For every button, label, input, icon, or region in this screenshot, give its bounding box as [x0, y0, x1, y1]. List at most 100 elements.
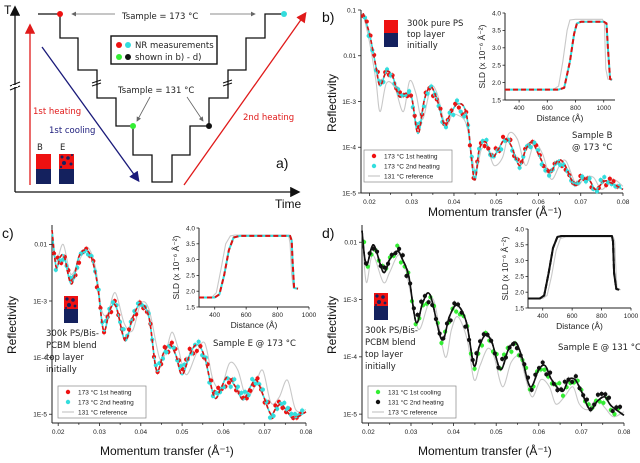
a-legend-box: NR measurements shown in b) - d) — [110, 35, 218, 65]
d-ytick-label: 1E-3 — [343, 297, 357, 304]
c-inset-xlabel: Distance (Å) — [231, 320, 278, 330]
b-data-point — [598, 177, 603, 183]
c-xtick-label: 0.02 — [52, 429, 65, 436]
b-xtick-label: 0.02 — [363, 199, 376, 206]
d-data-point — [500, 356, 505, 362]
c-data-point — [187, 346, 192, 352]
c-xlabel: Momentum transfer (Å⁻¹) — [100, 443, 234, 458]
c-data-point — [53, 267, 58, 273]
b-panel-label: b) — [322, 9, 334, 25]
c-ylabel: Reflectivity — [5, 296, 19, 354]
b-inset-ytick-label: 3.0 — [492, 45, 501, 52]
panel-d-chart: 0.02 0.03 0.04 0.05 0.06 0.07 0.08 0.01 1E-3 1E-4… — [322, 225, 640, 458]
d-data-point — [404, 273, 409, 279]
c-film-icon — [64, 296, 78, 323]
d-film-icon — [374, 293, 388, 320]
marker-173-second-heating — [281, 11, 287, 17]
film-domain — [67, 303, 71, 307]
b-film-note: initially — [407, 41, 438, 51]
b-ytick-label: 0.01 — [343, 53, 356, 60]
c-inset-sld: 400 600 800 1000 1.5 2.0 2.5 3.0 3.5 4.0 Distance … — [171, 225, 317, 330]
b-ylabel: Reflectivity — [325, 74, 339, 132]
d-data-point — [540, 360, 545, 365]
c-panel-label: c) — [2, 225, 14, 241]
d-data-point — [472, 366, 477, 371]
c-data-point — [216, 385, 221, 391]
c-ytick-label: 1E-4 — [33, 355, 47, 362]
b-xtick-label: 0.06 — [532, 199, 545, 206]
film-domain — [65, 307, 67, 309]
d-legend-entry: 173 °C reference — [388, 408, 438, 416]
d-inset-xtick-label: 400 — [537, 313, 548, 320]
d-inset-xtick-label: 1000 — [624, 313, 639, 320]
c-xtick-label: 0.05 — [176, 429, 189, 436]
d-panel-label: d) — [322, 225, 334, 241]
film-bottom-layer — [384, 33, 398, 47]
c-sample-note: Sample E @ 173 °C — [213, 339, 296, 349]
c-film-note: top layer — [46, 353, 84, 363]
c-data-point — [300, 408, 305, 413]
d-inset-xlabel: Distance (Å) — [556, 321, 603, 331]
d-data-point — [398, 260, 404, 265]
c-data-point — [121, 327, 126, 332]
b-inset-sld: 400 600 800 1000 1.5 2.0 2.5 3.0 3.5 4.0 Distance … — [477, 10, 615, 123]
c-inset-ytick-label: 1.5 — [186, 304, 195, 311]
d-data-point — [397, 246, 402, 251]
b-inset-bg — [505, 13, 615, 100]
c-data-point — [180, 366, 185, 372]
c-legend: 173 °C 1st heating 173 °C 2nd heating 131 … — [57, 385, 147, 419]
c-film-note: initially — [46, 365, 77, 375]
sample-b-icon — [36, 154, 51, 184]
b-film-note: top layer — [407, 30, 445, 40]
axis-break-symbol — [9, 81, 21, 91]
sample-b-label: B — [37, 143, 43, 153]
b-data-point — [458, 109, 463, 114]
c-reference-curve — [51, 229, 307, 413]
sample-e-icon — [59, 154, 74, 184]
c-data-point — [228, 384, 233, 389]
b-xtick-label: 0.08 — [617, 199, 630, 206]
c-xtick-label: 0.08 — [300, 429, 313, 436]
c-inset-ytick-label: 3.0 — [186, 257, 195, 264]
b-data-point — [451, 112, 456, 118]
b-data-point — [594, 189, 600, 194]
profile-break-right — [222, 79, 233, 87]
c-data-point — [196, 339, 201, 344]
b-xtick-label: 0.07 — [574, 199, 587, 206]
d-data-point — [610, 408, 615, 414]
d-data-point — [601, 400, 606, 405]
d-inset-ytick-label: 1.5 — [515, 305, 524, 312]
profile-break-left — [91, 79, 102, 87]
b-inset-xtick-label: 400 — [514, 105, 525, 112]
d-data-point — [603, 392, 608, 397]
b-data-point — [454, 98, 460, 103]
film-bottom-layer — [374, 306, 388, 320]
b-data-point — [407, 89, 412, 94]
c-ytick-label: 1E-3 — [33, 298, 47, 305]
d-inset-ytick-label: 3.0 — [515, 258, 524, 265]
a-xlabel: Time — [275, 197, 302, 211]
c-xtick-label: 0.03 — [93, 429, 106, 436]
first-cooling-label: 1st cooling — [49, 126, 95, 136]
c-ytick-label: 1E-5 — [33, 412, 47, 419]
c-data-point — [242, 389, 248, 394]
d-data-point — [573, 374, 578, 379]
b-ytick-label: 0.1 — [347, 7, 356, 14]
d-data-point — [612, 411, 617, 417]
d-inset-ytick-label: 3.5 — [515, 242, 524, 249]
d-data-point — [570, 379, 575, 384]
b-data-point — [607, 176, 612, 181]
b-sample-note: @ 173 °C — [572, 143, 612, 153]
b-sample-note: Sample B — [572, 131, 613, 141]
b-data-point — [558, 162, 563, 168]
c-legend-entry: 131 °C reference — [78, 408, 128, 416]
d-data-point — [382, 265, 387, 270]
c-data-point — [232, 377, 237, 382]
marker-131-first-cooling — [130, 123, 136, 129]
film-domain — [383, 301, 387, 305]
a-legend-line1: NR measurements — [135, 41, 214, 51]
film-domain — [375, 294, 379, 298]
d-fit-curve-dashed — [361, 230, 625, 417]
d-xtick-label: 0.05 — [490, 429, 503, 436]
b-legend-entry: 173 °C 2nd heating — [384, 162, 440, 170]
